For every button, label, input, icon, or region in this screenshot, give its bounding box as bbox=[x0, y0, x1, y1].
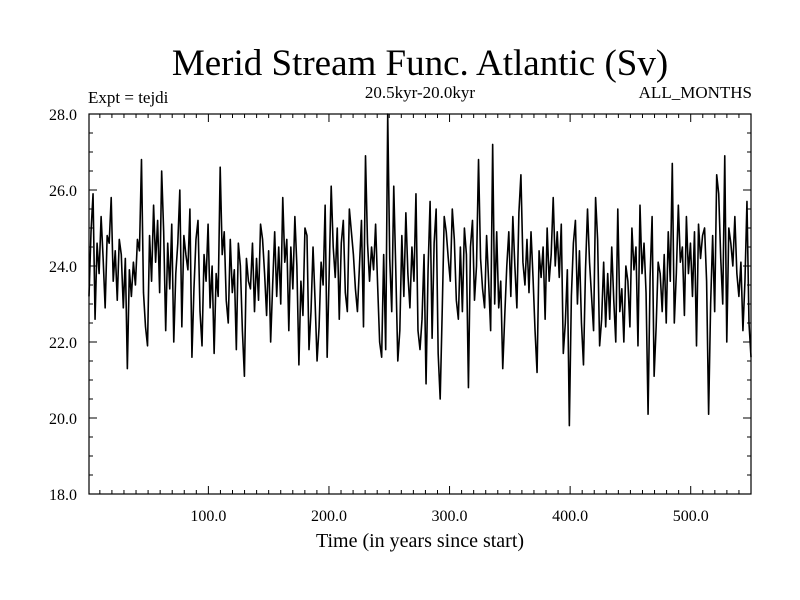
x-tick-label: 500.0 bbox=[673, 508, 709, 525]
y-tick-label: 18.0 bbox=[49, 487, 77, 504]
y-tick-label: 26.0 bbox=[49, 183, 77, 200]
x-tick-label: 400.0 bbox=[552, 508, 588, 525]
x-axis-label: Time (in years since start) bbox=[316, 530, 524, 552]
y-tick-label: 28.0 bbox=[49, 107, 77, 124]
axis-tick-labels: 18.0 20.0 22.0 24.0 26.0 28.0 100.0 200.0 300.0 4… bbox=[49, 107, 709, 525]
chart-title: Merid Stream Func. Atlantic (Sv) bbox=[172, 43, 668, 84]
months-label: ALL_MONTHS bbox=[639, 83, 752, 102]
y-tick-label: 24.0 bbox=[49, 259, 77, 276]
experiment-label: Expt = tejdi bbox=[88, 88, 169, 107]
y-tick-label: 22.0 bbox=[49, 335, 77, 352]
plot-frame bbox=[88, 113, 752, 495]
axis-ticks bbox=[89, 113, 752, 495]
x-tick-label: 100.0 bbox=[190, 508, 226, 525]
x-tick-label: 200.0 bbox=[311, 508, 347, 525]
x-tick-label: 300.0 bbox=[432, 508, 468, 525]
y-tick-label: 20.0 bbox=[49, 411, 77, 428]
chart-subtitle: 20.5kyr-20.0kyr bbox=[365, 83, 475, 102]
data-series-line bbox=[88, 113, 752, 427]
